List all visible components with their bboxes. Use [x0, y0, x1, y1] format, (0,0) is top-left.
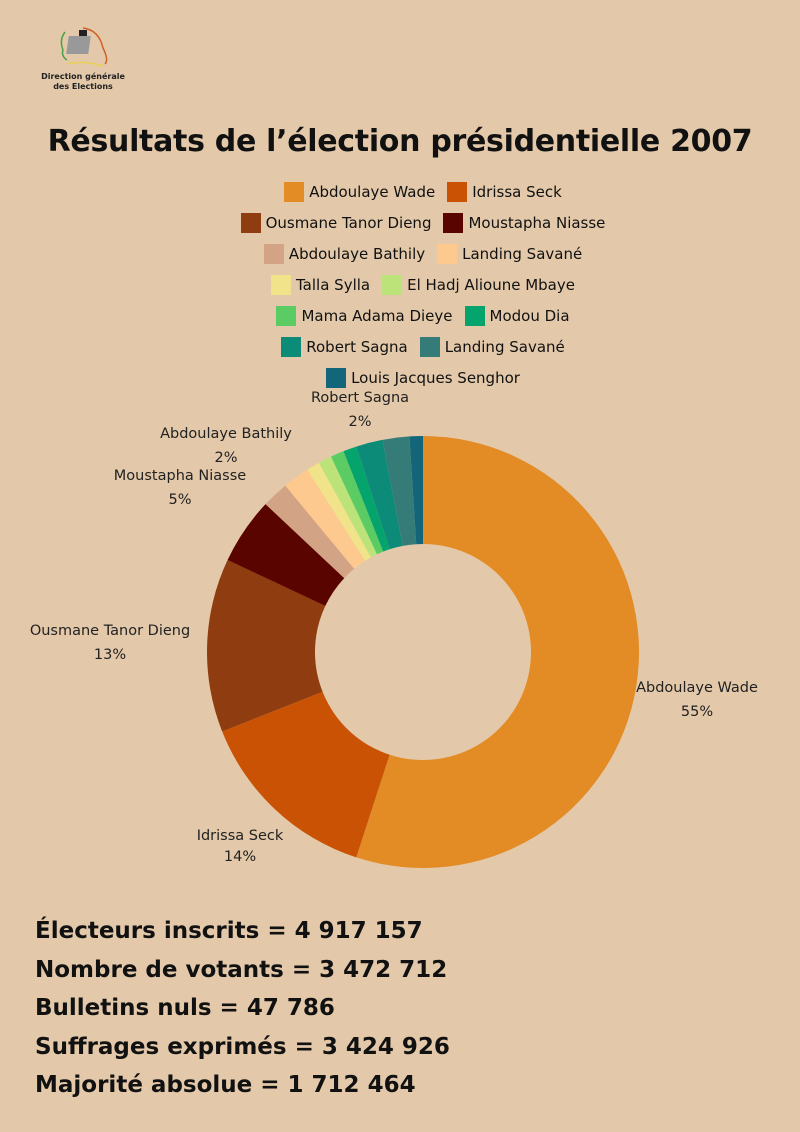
donut-slice	[207, 560, 326, 732]
stat-null-ballots: Bulletins nuls = 47 786	[35, 995, 335, 1021]
stat-registered-voters: Électeurs inscrits = 4 917 157	[35, 918, 423, 944]
legend-swatch-icon	[326, 367, 347, 388]
legend-item: Abdoulaye Bathily	[263, 243, 426, 264]
legend-swatch-icon	[447, 181, 468, 202]
legend-swatch-icon	[240, 212, 261, 233]
legend-label: Landing Savané	[462, 244, 583, 263]
legend-row: Abdoulaye Bathily Landing Savané	[0, 238, 800, 269]
legend-item: Abdoulaye Wade	[284, 181, 436, 202]
legend-swatch-icon	[284, 181, 305, 202]
legend-item: Mama Adama Dieye	[276, 305, 453, 326]
legend-swatch-icon	[276, 305, 297, 326]
donut-slice	[331, 451, 384, 555]
logo: Direction générale des Elections	[28, 20, 138, 92]
donut-slice	[382, 436, 417, 546]
data-label-wade: Abdoulaye Wade 55%	[636, 680, 758, 720]
data-label-niasse: Moustapha Niasse 5%	[113, 468, 247, 508]
legend-label: Idrissa Seck	[472, 182, 562, 201]
donut-slice	[265, 485, 355, 579]
legend-label: Abdoulaye Wade	[309, 182, 436, 201]
legend-item: Moustapha Niasse	[443, 212, 606, 233]
legend-row: Talla Sylla El Hadj Alioune Mbaye	[0, 269, 800, 300]
data-label-bathily: Abdoulaye Bathily 2%	[160, 426, 292, 466]
logo-text-line2: des Elections	[53, 82, 113, 91]
stat-absolute-majority: Majorité absolue = 1 712 464	[35, 1072, 416, 1098]
legend-row: Ousmane Tanor Dieng Moustapha Niasse	[0, 207, 800, 238]
legend-item: Talla Sylla	[271, 274, 371, 295]
legend-item: Idrissa Seck	[447, 181, 562, 202]
legend-label: Robert Sagna	[306, 337, 408, 356]
legend-label: Mama Adama Dieye	[301, 306, 453, 325]
legend-row: Abdoulaye Wade Idrissa Seck	[0, 176, 800, 207]
legend-label: Abdoulaye Bathily	[288, 244, 426, 263]
donut-slice	[307, 462, 371, 561]
legend-swatch-icon	[263, 243, 284, 264]
legend-label: Ousmane Tanor Dieng	[265, 213, 432, 232]
donut-slice	[318, 456, 378, 558]
legend-label: Moustapha Niasse	[468, 213, 606, 232]
legend-label: Modou Dia	[489, 306, 570, 325]
donut-slice	[343, 446, 390, 552]
stat-voters: Nombre de votants = 3 472 712	[35, 956, 448, 983]
data-label-seck: Idrissa Seck 14%	[196, 828, 284, 865]
legend-label: Louis Jacques Senghor	[351, 368, 520, 387]
data-label-sagna: Robert Sagna 2%	[310, 390, 410, 430]
election-stats: Électeurs inscrits = 4 917 157 Nombre de…	[35, 912, 450, 1105]
page-title: Résultats de l’élection présidentielle 2…	[47, 124, 753, 159]
legend-label: El Hadj Alioune Mbaye	[407, 275, 575, 294]
donut-slice	[409, 436, 423, 545]
legend-item: Louis Jacques Senghor	[326, 367, 520, 388]
donut-slice	[222, 691, 390, 858]
legend-swatch-icon	[271, 274, 291, 295]
legend-swatch-icon	[437, 243, 458, 264]
legend-item: Landing Savané	[419, 336, 565, 357]
legend-row: Robert Sagna Landing Savané	[0, 331, 800, 362]
legend-row: Mama Adama Dieye Modou Dia	[0, 300, 800, 331]
donut-slice	[356, 439, 403, 550]
legend-swatch-icon	[464, 305, 485, 326]
legend-swatch-icon	[382, 274, 403, 295]
legend-item: Modou Dia	[464, 305, 570, 326]
legend-item: Ousmane Tanor Dieng	[240, 212, 432, 233]
legend-row: Louis Jacques Senghor	[0, 362, 800, 393]
chart-legend: Abdoulaye Wade Idrissa Seck Ousmane Tanor …	[0, 176, 800, 393]
legend-label: Talla Sylla	[296, 275, 371, 294]
legend-swatch-icon	[443, 212, 464, 233]
stat-votes-cast: Suffrages exprimés = 3 424 926	[35, 1033, 450, 1060]
logo-text-line1: Direction générale	[41, 72, 125, 81]
data-label-tanor-dieng: Ousmane Tanor Dieng 13%	[29, 623, 191, 663]
legend-item: Robert Sagna	[281, 336, 408, 357]
donut-slice	[227, 504, 345, 607]
legend-label: Landing Savané	[444, 337, 565, 356]
legend-item: Landing Savané	[437, 243, 583, 264]
donut-slice	[285, 469, 366, 569]
donut-slice	[356, 436, 639, 868]
ballot-box-map-icon	[60, 27, 108, 67]
legend-swatch-icon	[281, 336, 302, 357]
legend-item: El Hadj Alioune Mbaye	[382, 274, 575, 295]
legend-swatch-icon	[419, 336, 440, 357]
